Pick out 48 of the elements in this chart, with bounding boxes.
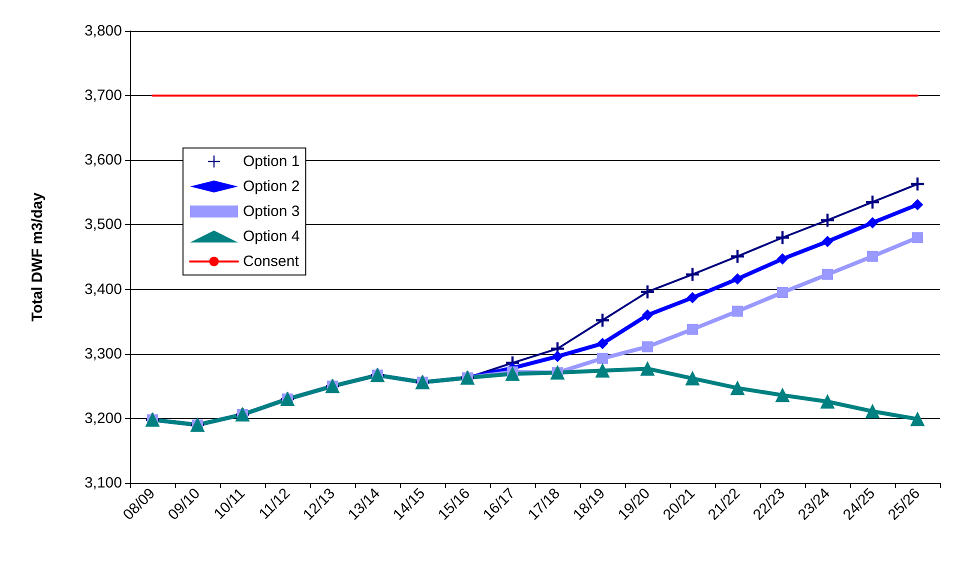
y-tick-label: 3,300 (84, 345, 122, 362)
legend-label: Option 1 (243, 153, 300, 170)
y-axis-title: Total DWF m3/day (29, 192, 46, 322)
legend-label: Option 4 (243, 228, 300, 245)
point (777, 253, 788, 264)
point (776, 388, 790, 402)
legend-label: Consent (243, 253, 300, 270)
y-tick-label: 3,600 (84, 152, 122, 169)
y-tick-label: 3,400 (84, 280, 122, 298)
point (642, 341, 653, 352)
point (822, 236, 833, 248)
point (911, 178, 924, 191)
point (641, 285, 654, 298)
point (640, 362, 654, 376)
point (822, 268, 833, 280)
point (731, 250, 744, 263)
point (596, 314, 609, 327)
point (597, 338, 608, 350)
point (730, 381, 744, 396)
point (687, 324, 698, 335)
point (596, 364, 610, 378)
point (776, 231, 789, 244)
y-tick-label: 3,700 (84, 87, 122, 104)
point (687, 292, 698, 304)
point (506, 366, 520, 381)
point (866, 196, 879, 209)
point (820, 394, 834, 409)
point (642, 310, 653, 321)
point (910, 412, 924, 426)
point (912, 232, 923, 244)
point (732, 273, 743, 284)
point (552, 350, 563, 362)
point (686, 268, 699, 281)
point (686, 371, 700, 386)
point (732, 306, 743, 317)
legend-label: Option 2 (243, 178, 300, 195)
point (866, 404, 880, 418)
point (867, 250, 878, 262)
y-tick-label: 3,200 (84, 410, 122, 427)
point (777, 287, 788, 298)
point (912, 199, 923, 210)
y-tick-label: 3,100 (84, 474, 122, 492)
legend-label: Option 3 (243, 203, 300, 220)
point (597, 352, 608, 364)
y-tick-label: 3,500 (84, 216, 122, 234)
point (867, 217, 878, 228)
y-tick-label: 3,800 (84, 22, 122, 40)
point (821, 214, 834, 227)
